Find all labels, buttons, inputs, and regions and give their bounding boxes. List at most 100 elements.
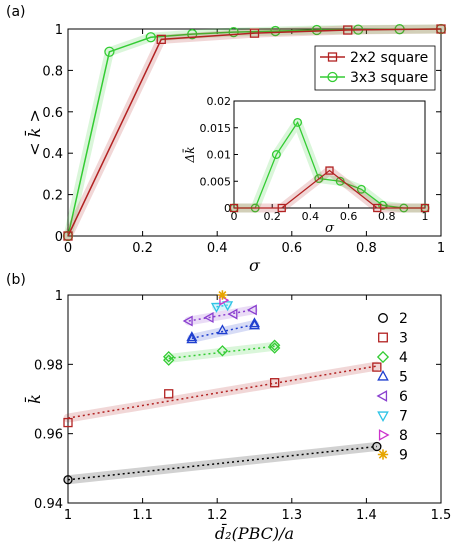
x-tick-label: 1.4: [356, 508, 377, 523]
y-axis-label: < k̄ >: [23, 109, 44, 156]
legend-marker: [377, 369, 389, 381]
legend-marker: [378, 313, 388, 323]
legend-marker: [378, 429, 390, 441]
legend-box: [314, 45, 436, 91]
data-point: [145, 32, 156, 43]
y-tick-label: 0.98: [34, 358, 63, 373]
data-point: [249, 28, 260, 38]
x-tick-label: 0.6: [281, 241, 302, 256]
fit-line: [191, 323, 255, 340]
legend-marker: [376, 350, 390, 364]
legend-marker: [327, 71, 338, 83]
y-tick-label: 0.2: [42, 189, 63, 204]
inset-data-point: [277, 203, 286, 213]
x-tick-label: 0.8: [356, 241, 377, 256]
x-axis-label: σ: [249, 256, 261, 275]
data-point: [187, 29, 198, 40]
data-point: [249, 319, 260, 330]
legend-label: 2: [399, 311, 408, 327]
inset-data-point: [293, 117, 303, 127]
data-point: [216, 345, 229, 357]
data-point: [186, 331, 198, 342]
x-tick-label: 1.3: [281, 508, 302, 523]
inset-data-point: [378, 200, 388, 210]
fit-line: [67, 445, 377, 481]
inset-y-tick-label: 0.015: [200, 122, 232, 135]
inset-series-line: [234, 169, 425, 209]
data-point: [164, 389, 174, 399]
data-point: [228, 26, 239, 38]
data-point: [63, 231, 73, 241]
data-point: [219, 294, 230, 306]
data-point: [268, 339, 281, 351]
y-tick-label: 1: [55, 289, 63, 304]
legend-label: 3x3 square: [350, 70, 428, 86]
y-tick-label: 0: [55, 230, 63, 245]
inset-series-line: [234, 120, 425, 209]
data-point: [186, 333, 198, 344]
x-tick-label: 1.2: [207, 508, 228, 523]
inset-y-tick-label: 0: [224, 202, 231, 215]
data-point: [343, 25, 353, 35]
legend-label: 9: [399, 448, 408, 464]
legend-marker: [377, 449, 389, 460]
inset-y-tick-label: 0.01: [207, 149, 232, 162]
plot-a-inset: 0 0.2 0.4 0.6 0.8 1 0 0.005 0.01 0.015 0.02 σ Δk̄: [181, 95, 430, 236]
fit-line: [67, 365, 377, 419]
legend-label: 3: [399, 331, 408, 347]
fit-line: [188, 309, 254, 322]
inset-data-point: [314, 174, 324, 184]
plot-b-frame: [67, 294, 442, 504]
x-tick-label: 0.2: [132, 241, 153, 256]
legend-label: 8: [399, 428, 408, 444]
panel-b-label: (b): [6, 272, 26, 288]
x-axis-label: d̄₂(PBC)/a: [215, 522, 294, 543]
y-tick-label: 1: [55, 23, 63, 38]
legend-label: 5: [399, 370, 408, 386]
legend-label: 6: [399, 389, 408, 405]
inset-data-point: [325, 166, 334, 175]
inset-data-point: [420, 203, 430, 213]
data-point: [104, 46, 115, 57]
x-tick-label: 1.5: [431, 508, 452, 523]
inset-x-tick-label: 0: [231, 210, 238, 223]
y-tick-label: 0.94: [34, 497, 63, 512]
x-tick-label: 1.1: [132, 508, 153, 523]
legend-label: 2x2 square: [350, 50, 428, 66]
inset-x-tick-label: 0.4: [302, 210, 320, 223]
data-point: [216, 324, 228, 335]
panel-a-label: (a): [6, 4, 26, 20]
data-point: [182, 315, 193, 327]
x-tick-label: 0: [64, 241, 72, 256]
legend-marker: [378, 332, 388, 343]
data-point: [217, 290, 228, 300]
inset-data-point: [271, 150, 281, 159]
legend-marker: [376, 390, 388, 402]
series-glow: [164, 341, 280, 363]
series-line: [67, 28, 442, 237]
legend-marker: [377, 411, 389, 423]
inset-data-point: [229, 203, 239, 213]
plot-a: 0 0.2 0.4 0.6 0.8 1 0 0.2 0.4 0.6 0.8 1 σ < k̄ > 2x2 s…: [23, 23, 447, 275]
x-tick-label: 1: [437, 241, 445, 256]
data-point: [156, 34, 166, 44]
inset-y-axis-label: Δk̄: [181, 147, 197, 164]
legend-label: 4: [399, 350, 408, 366]
data-point: [63, 417, 73, 428]
inset-x-tick-label: 0.2: [263, 210, 281, 223]
data-point: [246, 304, 257, 316]
fit-line: [216, 304, 228, 308]
y-tick-label: 0.6: [42, 106, 63, 121]
inset-y-tick-label: 0.02: [207, 95, 232, 108]
inset-y-tick-label: 0.005: [200, 175, 232, 188]
data-point: [162, 350, 175, 363]
data-point: [227, 308, 238, 320]
data-point: [270, 25, 281, 37]
inset-data-point: [356, 184, 366, 194]
inset-x-tick-label: 0.6: [340, 210, 358, 223]
inset-frame: [233, 100, 426, 209]
legend-label: 7: [399, 409, 408, 425]
y-axis-label: k̄: [23, 394, 44, 404]
data-point: [210, 302, 222, 313]
